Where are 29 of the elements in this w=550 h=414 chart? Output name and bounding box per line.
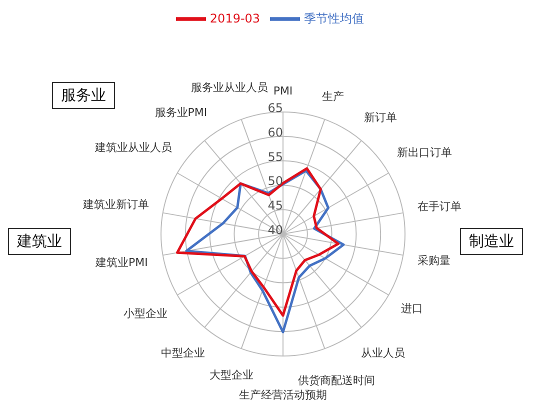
y-tick-label: 55	[268, 150, 283, 164]
spoke-label: 中型企业	[161, 346, 206, 360]
spoke-label: 生产	[322, 90, 344, 103]
legend-label: 季节性均值	[304, 11, 364, 26]
spoke-label: 服务业从业人员	[191, 81, 268, 94]
y-tick-label: 60	[268, 125, 283, 140]
y-tick-label: 40	[268, 223, 283, 237]
y-tick-label: 45	[268, 198, 283, 213]
spoke-label: 在手订单	[417, 200, 462, 213]
legend-label: 2019-03	[210, 11, 260, 26]
spoke-label: 采购量	[418, 254, 451, 268]
spoke-label: 供货商配送时间	[298, 374, 375, 387]
spoke-label: 生产经营活动预期	[239, 388, 327, 402]
spoke-label: 建筑业从业人员	[94, 141, 172, 154]
spoke-label: 新订单	[364, 111, 398, 124]
y-tick-label: 50	[268, 174, 283, 188]
spoke-label: 建筑业PMI	[94, 256, 148, 269]
text: 制造业	[460, 228, 523, 255]
spoke-label: 小型企业	[124, 306, 168, 320]
spoke-label: 服务业PMI	[154, 106, 208, 119]
text: 服务业	[52, 82, 115, 109]
y-tick-label: 65	[268, 101, 283, 115]
spoke-label: 新出口订单	[396, 146, 452, 159]
spoke-label: 建筑业新订单	[82, 198, 149, 212]
text: 建筑业	[8, 228, 71, 255]
spoke-label: 从业人员	[360, 346, 405, 360]
spoke-label: 大型企业	[210, 368, 254, 382]
spoke-label: PMI	[273, 84, 293, 98]
spoke-label: 进口	[401, 302, 424, 316]
